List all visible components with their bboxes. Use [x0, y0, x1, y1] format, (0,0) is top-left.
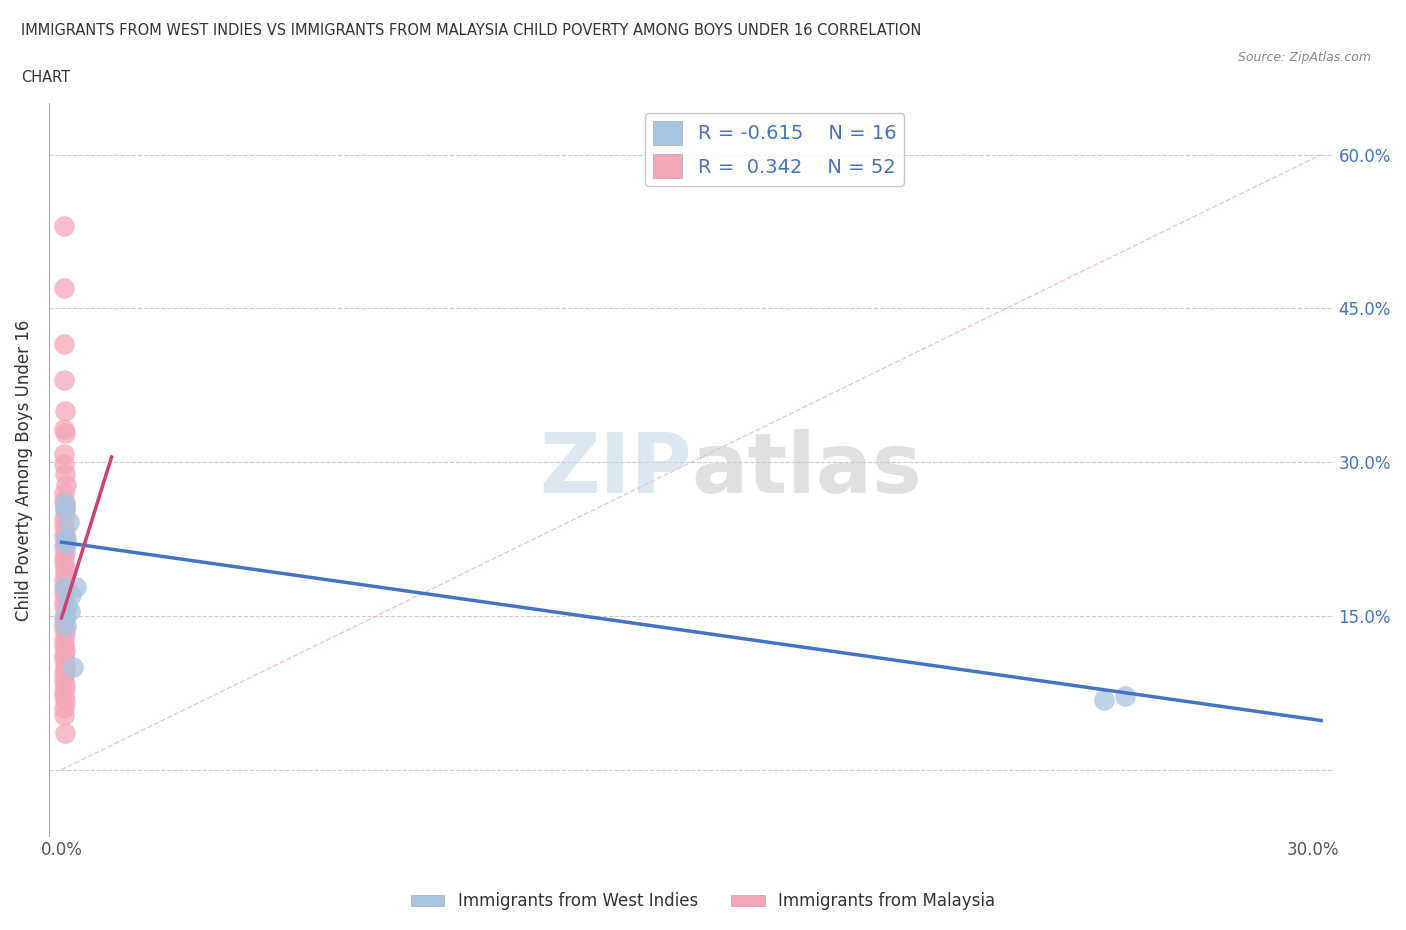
Y-axis label: Child Poverty Among Boys Under 16: Child Poverty Among Boys Under 16: [15, 319, 32, 620]
Point: [53, 446, 76, 461]
Point: [53, 579, 76, 594]
Point: [53, 545, 76, 560]
Point: [53, 621, 76, 636]
Point: [65, 579, 87, 594]
Point: [53, 281, 76, 296]
Point: [52, 485, 75, 500]
Point: [53, 637, 76, 652]
Point: [56, 598, 79, 613]
Point: [52, 373, 75, 388]
Point: [52, 598, 75, 613]
Point: [53, 538, 76, 553]
Point: [59, 588, 82, 603]
Point: [62, 659, 84, 674]
Text: IMMIGRANTS FROM WEST INDIES VS IMMIGRANTS FROM MALAYSIA CHILD POVERTY AMONG BOYS: IMMIGRANTS FROM WEST INDIES VS IMMIGRANT…: [21, 23, 921, 38]
Point: [58, 514, 80, 529]
Point: [53, 501, 76, 516]
Point: [53, 496, 76, 511]
Point: [53, 667, 76, 682]
Point: [53, 725, 76, 740]
Point: [52, 632, 75, 647]
Point: [53, 565, 76, 580]
Point: [55, 537, 77, 551]
Point: [55, 532, 77, 547]
Point: [53, 593, 76, 608]
Point: [52, 708, 75, 723]
Legend: R = -0.615    N = 16, R =  0.342    N = 52: R = -0.615 N = 16, R = 0.342 N = 52: [645, 113, 904, 186]
Text: ZIP: ZIP: [538, 430, 692, 511]
Point: [59, 604, 82, 618]
Point: [53, 555, 76, 570]
Point: [53, 626, 76, 641]
Point: [53, 535, 76, 550]
Point: [53, 422, 76, 437]
Point: [53, 573, 76, 588]
Point: [53, 525, 76, 539]
Point: [52, 688, 75, 703]
Point: [52, 586, 75, 601]
Text: Source: ZipAtlas.com: Source: ZipAtlas.com: [1237, 51, 1371, 64]
Point: [52, 457, 75, 472]
Point: [53, 678, 76, 693]
Point: [52, 616, 75, 631]
Point: [53, 506, 76, 521]
Point: [53, 560, 76, 575]
Point: [53, 404, 76, 418]
Point: [52, 528, 75, 543]
Point: [53, 337, 76, 352]
Point: [53, 467, 76, 482]
Point: [53, 684, 76, 698]
Point: [53, 643, 76, 658]
Point: [52, 673, 75, 688]
Point: [53, 700, 76, 715]
Point: [52, 512, 75, 526]
Point: [52, 219, 75, 233]
Point: [53, 652, 76, 667]
Point: [55, 477, 77, 492]
Point: [53, 501, 76, 516]
Point: [53, 605, 76, 620]
Legend: Immigrants from West Indies, Immigrants from Malaysia: Immigrants from West Indies, Immigrants …: [405, 885, 1001, 917]
Point: [53, 579, 76, 594]
Point: [52, 647, 75, 662]
Point: [53, 694, 76, 709]
Point: [1114, 688, 1136, 703]
Point: [55, 618, 77, 633]
Point: [53, 532, 76, 547]
Point: [53, 662, 76, 677]
Point: [53, 518, 76, 533]
Text: CHART: CHART: [21, 70, 70, 85]
Point: [53, 610, 76, 625]
Point: [53, 494, 76, 509]
Point: [53, 658, 76, 672]
Point: [1092, 693, 1115, 708]
Point: [52, 550, 75, 565]
Point: [53, 426, 76, 441]
Point: [53, 610, 76, 625]
Text: atlas: atlas: [692, 430, 922, 511]
